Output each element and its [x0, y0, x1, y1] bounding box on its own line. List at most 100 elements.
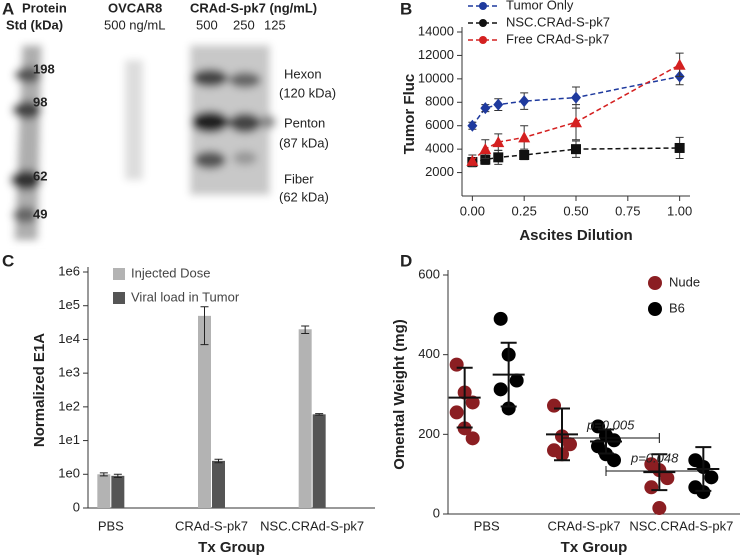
- header: 500 ng/mL: [104, 17, 165, 32]
- legend-label: Viral load in Tumor: [131, 289, 240, 304]
- error-bar: [315, 413, 324, 416]
- point: [467, 119, 478, 132]
- point: [493, 382, 508, 397]
- y-axis-label: Normalized E1A: [31, 333, 48, 447]
- point: [571, 144, 581, 155]
- bar: [111, 475, 125, 508]
- point: [644, 480, 659, 495]
- legend-label: NSC.CRAd-S-pk7: [506, 14, 610, 29]
- y-tick-label: 14000: [418, 23, 454, 38]
- legend-label: Tumor Only: [506, 0, 574, 12]
- bar: [198, 315, 211, 508]
- y-tick-label: 1e5: [58, 297, 80, 312]
- panel-label: A: [2, 0, 14, 18]
- dose: 500: [196, 17, 218, 32]
- y-tick-label: 8000: [425, 94, 454, 109]
- header: Protein: [22, 0, 67, 15]
- y-tick-label: 12000: [418, 47, 454, 62]
- dose: 125: [264, 17, 286, 32]
- y-tick-label: 0: [73, 499, 80, 514]
- legend-marker: [648, 276, 662, 290]
- point: [465, 431, 480, 446]
- x-axis-label: Tx Group: [561, 539, 628, 556]
- marker-label: 62: [33, 168, 47, 183]
- point: [480, 154, 491, 165]
- legend-marker: [648, 302, 662, 316]
- point: [660, 471, 675, 486]
- legend-marker: [479, 19, 487, 27]
- point: [480, 102, 491, 115]
- y-tick-label: 1e1: [58, 432, 80, 447]
- annotation: p=0.005: [586, 417, 635, 432]
- x-tick-label: PBS: [98, 518, 124, 533]
- point: [674, 142, 685, 153]
- point: [492, 136, 505, 148]
- point: [509, 373, 524, 388]
- x-tick-label: 0.50: [563, 203, 588, 218]
- bracket: [561, 433, 660, 443]
- x-tick-label: 0.25: [512, 203, 537, 218]
- x-tick-label: PBS: [474, 518, 500, 533]
- bracket: [605, 466, 704, 476]
- bar: [298, 329, 312, 508]
- y-tick-label: 4000: [425, 141, 454, 156]
- x-tick-label: CRAd-S-pk7: [548, 518, 621, 533]
- point: [493, 152, 504, 163]
- y-tick-label: 1e4: [58, 331, 80, 346]
- header: OVCAR8: [108, 0, 162, 15]
- legend-marker: [479, 2, 487, 10]
- band-label: Penton: [284, 115, 325, 130]
- panel-label: D: [400, 251, 412, 270]
- point: [465, 395, 480, 410]
- point: [449, 405, 464, 420]
- sd-bar: [456, 366, 473, 429]
- point: [673, 58, 686, 70]
- point: [607, 433, 621, 448]
- panel-label: C: [2, 251, 14, 270]
- legend-swatch: [113, 268, 125, 280]
- series-line: [471, 64, 680, 162]
- sd-bar: [651, 453, 668, 492]
- error-bar: [301, 325, 310, 334]
- point: [547, 398, 561, 413]
- point: [493, 311, 508, 326]
- point: [563, 437, 577, 452]
- point: [571, 91, 581, 104]
- x-axis-label: Tx Group: [198, 539, 265, 556]
- dose: 250: [233, 17, 255, 32]
- band-label: (62 kDa): [279, 189, 329, 204]
- x-tick-label: 0.00: [460, 203, 485, 218]
- point: [501, 401, 516, 416]
- point: [519, 150, 530, 160]
- point: [607, 453, 621, 468]
- y-tick-label: 1e3: [58, 365, 80, 380]
- x-axis-label: Ascites Dilution: [519, 227, 632, 244]
- point: [518, 131, 531, 143]
- marker-label: 198: [33, 61, 55, 76]
- point: [466, 154, 479, 166]
- sd-bar: [500, 341, 517, 408]
- point: [570, 116, 582, 128]
- error-bar: [214, 458, 223, 464]
- legend-label: Injected Dose: [131, 265, 211, 280]
- y-tick-label: 10000: [418, 70, 454, 85]
- x-tick-label: 0.75: [615, 203, 640, 218]
- y-tick-label: 400: [418, 346, 440, 361]
- band-label: (120 kDa): [279, 85, 336, 100]
- legend-swatch: [113, 292, 125, 304]
- x-tick-label: NSC.CRAd-S-pk7: [260, 518, 364, 533]
- y-tick-label: 1e2: [58, 398, 80, 413]
- x-tick-label: 1.00: [667, 203, 692, 218]
- point: [449, 357, 464, 372]
- point: [704, 470, 719, 485]
- blot-image: [0, 35, 280, 240]
- marker-label: 49: [33, 206, 47, 221]
- annotation: p=0.048: [630, 450, 679, 465]
- header: Std (kDa): [6, 17, 63, 32]
- y-axis-label: Tumor Fluc: [401, 74, 418, 155]
- legend-label: Nude: [669, 274, 700, 289]
- point: [652, 501, 667, 516]
- error-bar: [200, 306, 209, 346]
